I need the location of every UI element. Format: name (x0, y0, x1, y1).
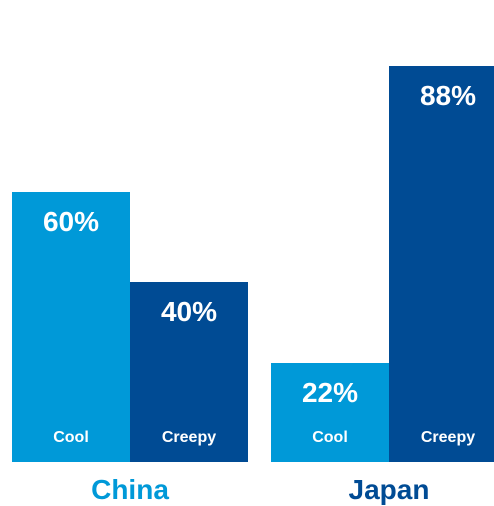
bar-china-creepy (130, 282, 248, 462)
group-label-china: China (91, 474, 169, 505)
bar-china-cool (12, 192, 130, 462)
category-label-japan-cool: Cool (312, 429, 348, 446)
group-label-japan: Japan (348, 474, 430, 505)
value-label-japan-cool: 22% (301, 377, 359, 408)
bar-japan-cool (271, 363, 389, 462)
category-label-japan-creepy: Creepy (420, 429, 476, 446)
value-label-china-cool: 60% (42, 206, 100, 237)
category-label-china-creepy: Creepy (161, 429, 217, 446)
category-label-china-cool: Cool (53, 429, 89, 446)
bar-japan-creepy (389, 66, 494, 462)
value-label-japan-creepy: 88% (419, 80, 477, 111)
value-label-china-creepy: 40% (160, 296, 218, 327)
